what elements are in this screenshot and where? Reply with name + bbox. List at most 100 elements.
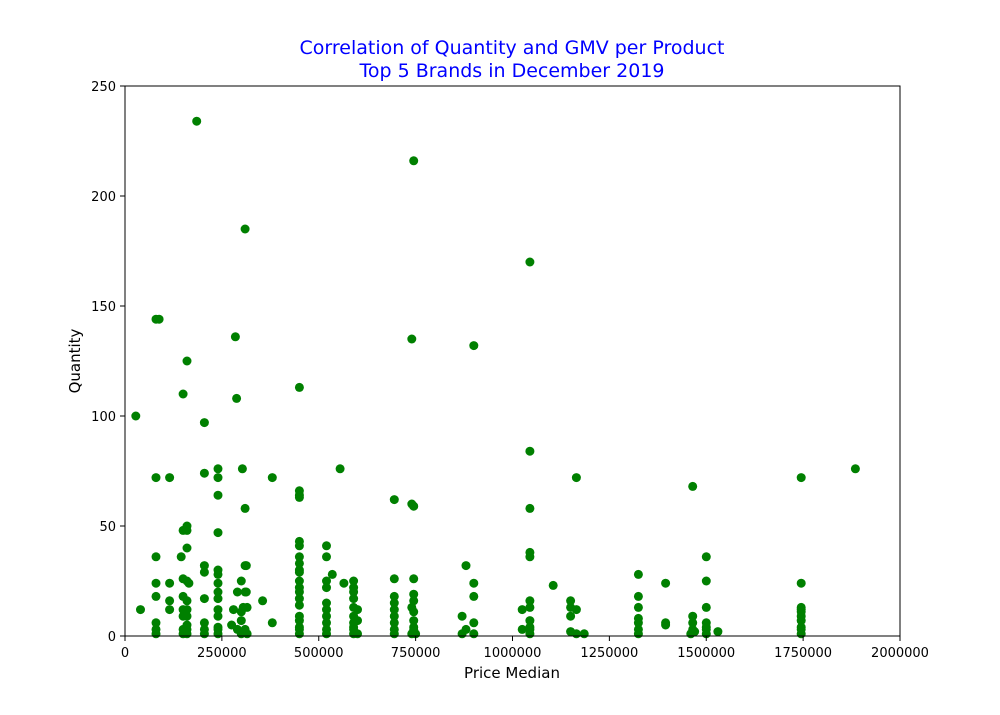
data-point xyxy=(327,569,337,579)
data-point xyxy=(192,116,202,126)
data-point xyxy=(213,611,223,621)
data-point xyxy=(294,558,304,568)
data-point xyxy=(322,629,331,639)
data-point xyxy=(176,552,186,562)
data-point xyxy=(389,591,399,601)
data-point xyxy=(633,602,643,612)
data-point xyxy=(294,552,304,562)
data-point xyxy=(213,569,223,579)
data-point xyxy=(633,569,643,579)
data-point xyxy=(633,618,643,628)
data-point xyxy=(165,578,175,588)
data-point xyxy=(461,561,471,571)
data-point xyxy=(232,393,242,403)
data-point xyxy=(525,257,535,267)
data-point xyxy=(199,618,209,628)
data-point xyxy=(322,541,331,551)
data-point xyxy=(184,578,194,588)
x-axis-label: Price Median xyxy=(464,664,560,682)
data-point xyxy=(240,503,250,513)
data-point xyxy=(339,578,349,588)
data-point xyxy=(633,629,643,639)
data-point xyxy=(525,602,535,612)
data-point xyxy=(267,618,277,628)
data-point xyxy=(469,578,479,588)
data-point xyxy=(469,341,479,351)
data-point xyxy=(409,616,419,626)
data-point xyxy=(517,624,527,634)
data-point xyxy=(230,332,240,342)
data-point xyxy=(322,605,331,615)
data-point xyxy=(796,473,806,483)
data-point xyxy=(182,525,192,535)
data-point xyxy=(796,578,806,588)
x-tick-label: 750000 xyxy=(391,646,441,661)
data-point xyxy=(525,446,535,456)
data-point xyxy=(409,607,419,617)
data-point xyxy=(335,464,345,474)
plot-frame xyxy=(124,85,901,637)
data-point xyxy=(199,629,209,639)
data-point xyxy=(457,629,467,639)
data-point xyxy=(322,583,331,593)
data-point xyxy=(389,618,399,628)
y-axis-label: Quantity xyxy=(66,328,84,393)
data-point xyxy=(241,561,251,571)
data-point xyxy=(182,356,192,366)
data-point xyxy=(661,578,671,588)
data-point xyxy=(154,314,164,324)
data-point xyxy=(213,473,223,483)
data-point xyxy=(407,334,417,344)
data-point xyxy=(469,591,479,601)
data-point xyxy=(353,616,362,626)
data-point xyxy=(151,618,161,628)
x-tick-label: 500000 xyxy=(294,646,344,661)
data-point xyxy=(213,629,223,639)
y-tick-label: 250 xyxy=(91,80,116,95)
x-tick-label: 250000 xyxy=(197,646,247,661)
data-point xyxy=(178,611,188,621)
data-point xyxy=(579,629,589,639)
data-point xyxy=(213,528,223,538)
data-point xyxy=(525,629,535,639)
data-point xyxy=(199,418,209,428)
data-point xyxy=(165,596,175,606)
data-point xyxy=(713,627,723,637)
y-tick-label: 50 xyxy=(99,520,116,535)
data-point xyxy=(294,629,304,639)
data-point xyxy=(571,629,581,639)
data-point xyxy=(701,576,711,586)
x-tick-label: 1750000 xyxy=(774,646,832,661)
data-point xyxy=(457,611,467,621)
x-tick-label: 1250000 xyxy=(580,646,638,661)
data-point xyxy=(294,576,304,586)
y-tick-label: 150 xyxy=(91,300,116,315)
data-point xyxy=(566,596,576,606)
data-point xyxy=(322,576,331,586)
data-point xyxy=(199,468,209,478)
data-point xyxy=(525,596,535,606)
data-point xyxy=(151,591,161,601)
data-point xyxy=(525,552,535,562)
y-tick-label: 0 xyxy=(108,630,116,645)
data-point xyxy=(409,501,419,511)
data-point xyxy=(389,495,399,505)
data-point xyxy=(182,543,192,553)
data-point xyxy=(322,598,331,608)
data-point xyxy=(349,576,359,586)
data-point xyxy=(294,616,304,626)
chart-title-line-2: Top 5 Brands in December 2019 xyxy=(358,60,664,82)
data-point xyxy=(322,618,331,628)
data-point xyxy=(517,605,527,615)
data-point xyxy=(525,503,535,513)
data-point xyxy=(409,589,419,599)
data-point xyxy=(165,605,175,615)
data-point xyxy=(389,598,399,608)
data-point xyxy=(240,224,250,234)
data-point xyxy=(213,578,223,588)
data-point xyxy=(136,605,145,615)
data-point xyxy=(701,552,711,562)
data-point xyxy=(182,596,192,606)
data-point xyxy=(151,578,161,588)
data-point xyxy=(151,473,161,483)
